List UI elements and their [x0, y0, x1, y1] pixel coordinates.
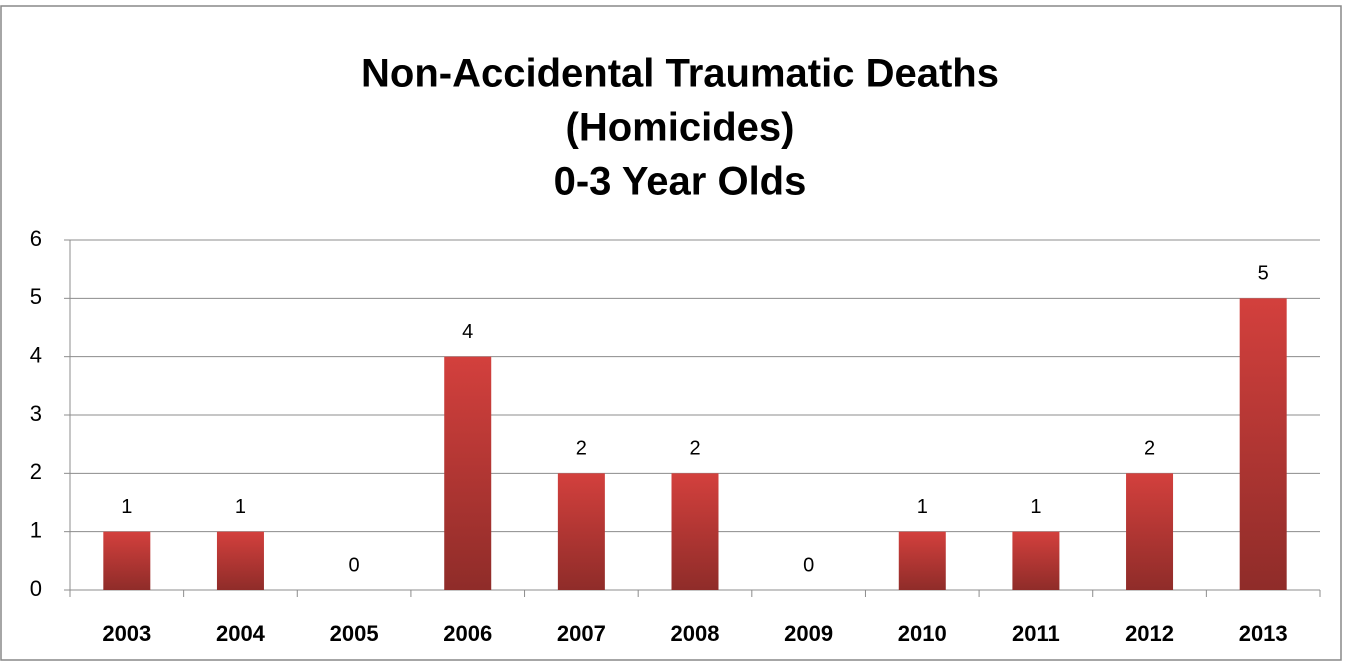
bar [1012, 531, 1060, 590]
data-label: 1 [121, 496, 132, 518]
x-tick-label: 2007 [557, 621, 606, 646]
x-tick-label: 2012 [1125, 621, 1174, 646]
x-tick-label: 2003 [102, 621, 151, 646]
bar [1126, 473, 1174, 590]
data-label: 2 [1144, 438, 1155, 460]
x-tick-label: 2008 [671, 621, 720, 646]
x-tick-label: 2009 [784, 621, 833, 646]
data-label: 0 [349, 554, 360, 576]
y-tick-label: 5 [30, 284, 42, 309]
data-label: 2 [689, 438, 700, 460]
y-tick-label: 1 [30, 517, 42, 542]
bar [557, 473, 605, 590]
bar [898, 531, 946, 590]
data-label: 1 [1030, 496, 1041, 518]
data-label: 2 [576, 438, 587, 460]
data-label: 1 [917, 496, 928, 518]
y-tick-label: 4 [30, 342, 42, 367]
x-tick-label: 2011 [1012, 621, 1060, 646]
y-tick-label: 6 [30, 226, 42, 251]
chart-title: (Homicides) [566, 106, 795, 150]
y-tick-label: 2 [30, 459, 42, 484]
bar [1239, 298, 1287, 590]
bar [671, 473, 719, 590]
y-tick-label: 3 [30, 401, 42, 426]
y-tick-label: 0 [30, 576, 42, 601]
x-tick-label: 2010 [898, 621, 947, 646]
data-label: 5 [1258, 263, 1269, 285]
bar [216, 531, 264, 590]
bar [103, 531, 151, 590]
x-tick-label: 2013 [1239, 621, 1288, 646]
x-tick-label: 2005 [330, 621, 379, 646]
chart-title: Non-Accidental Traumatic Deaths [361, 52, 999, 96]
data-label: 4 [462, 321, 473, 343]
bar [444, 356, 492, 590]
data-label: 0 [803, 554, 814, 576]
x-tick-label: 2004 [216, 621, 266, 646]
data-label: 1 [235, 496, 246, 518]
x-tick-label: 2006 [443, 621, 492, 646]
chart-title: 0-3 Year Olds [554, 160, 807, 204]
